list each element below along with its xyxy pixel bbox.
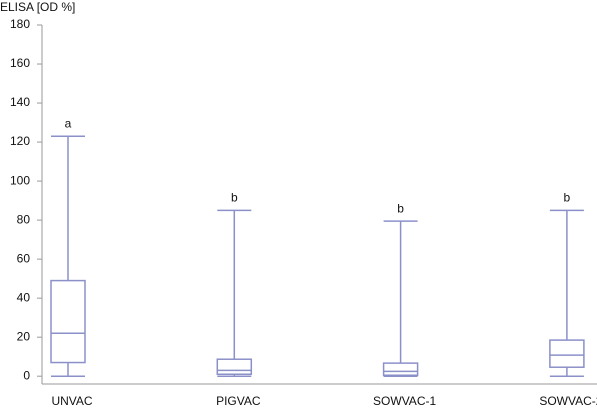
box: [216, 358, 253, 375]
y-tick-label: 120: [10, 134, 30, 148]
box: [382, 362, 419, 376]
y-tick-label: 60: [17, 251, 31, 265]
box: [549, 339, 585, 368]
x-tick-label: SOWVAC-1: [373, 394, 436, 408]
y-tick-label: 160: [10, 56, 30, 70]
x-tick-label: SOWVAC-2: [539, 394, 597, 408]
y-tick-label: 80: [17, 212, 31, 226]
y-tick-label: 0: [23, 368, 30, 382]
annotation: b: [564, 191, 571, 205]
box: [50, 279, 86, 364]
annotation: a: [65, 116, 72, 130]
annotation: b: [397, 201, 404, 215]
y-tick-label: 140: [10, 95, 30, 109]
x-tick-label: UNVAC: [51, 394, 92, 408]
y-axis-label: ELISA [OD %]: [0, 0, 75, 14]
y-tick-label: 20: [17, 329, 31, 343]
annotation: b: [231, 191, 238, 205]
x-tick-label: PIGVAC: [216, 394, 261, 408]
y-tick-label: 100: [10, 173, 30, 187]
y-tick-label: 180: [10, 17, 30, 31]
y-tick-label: 40: [17, 290, 31, 304]
